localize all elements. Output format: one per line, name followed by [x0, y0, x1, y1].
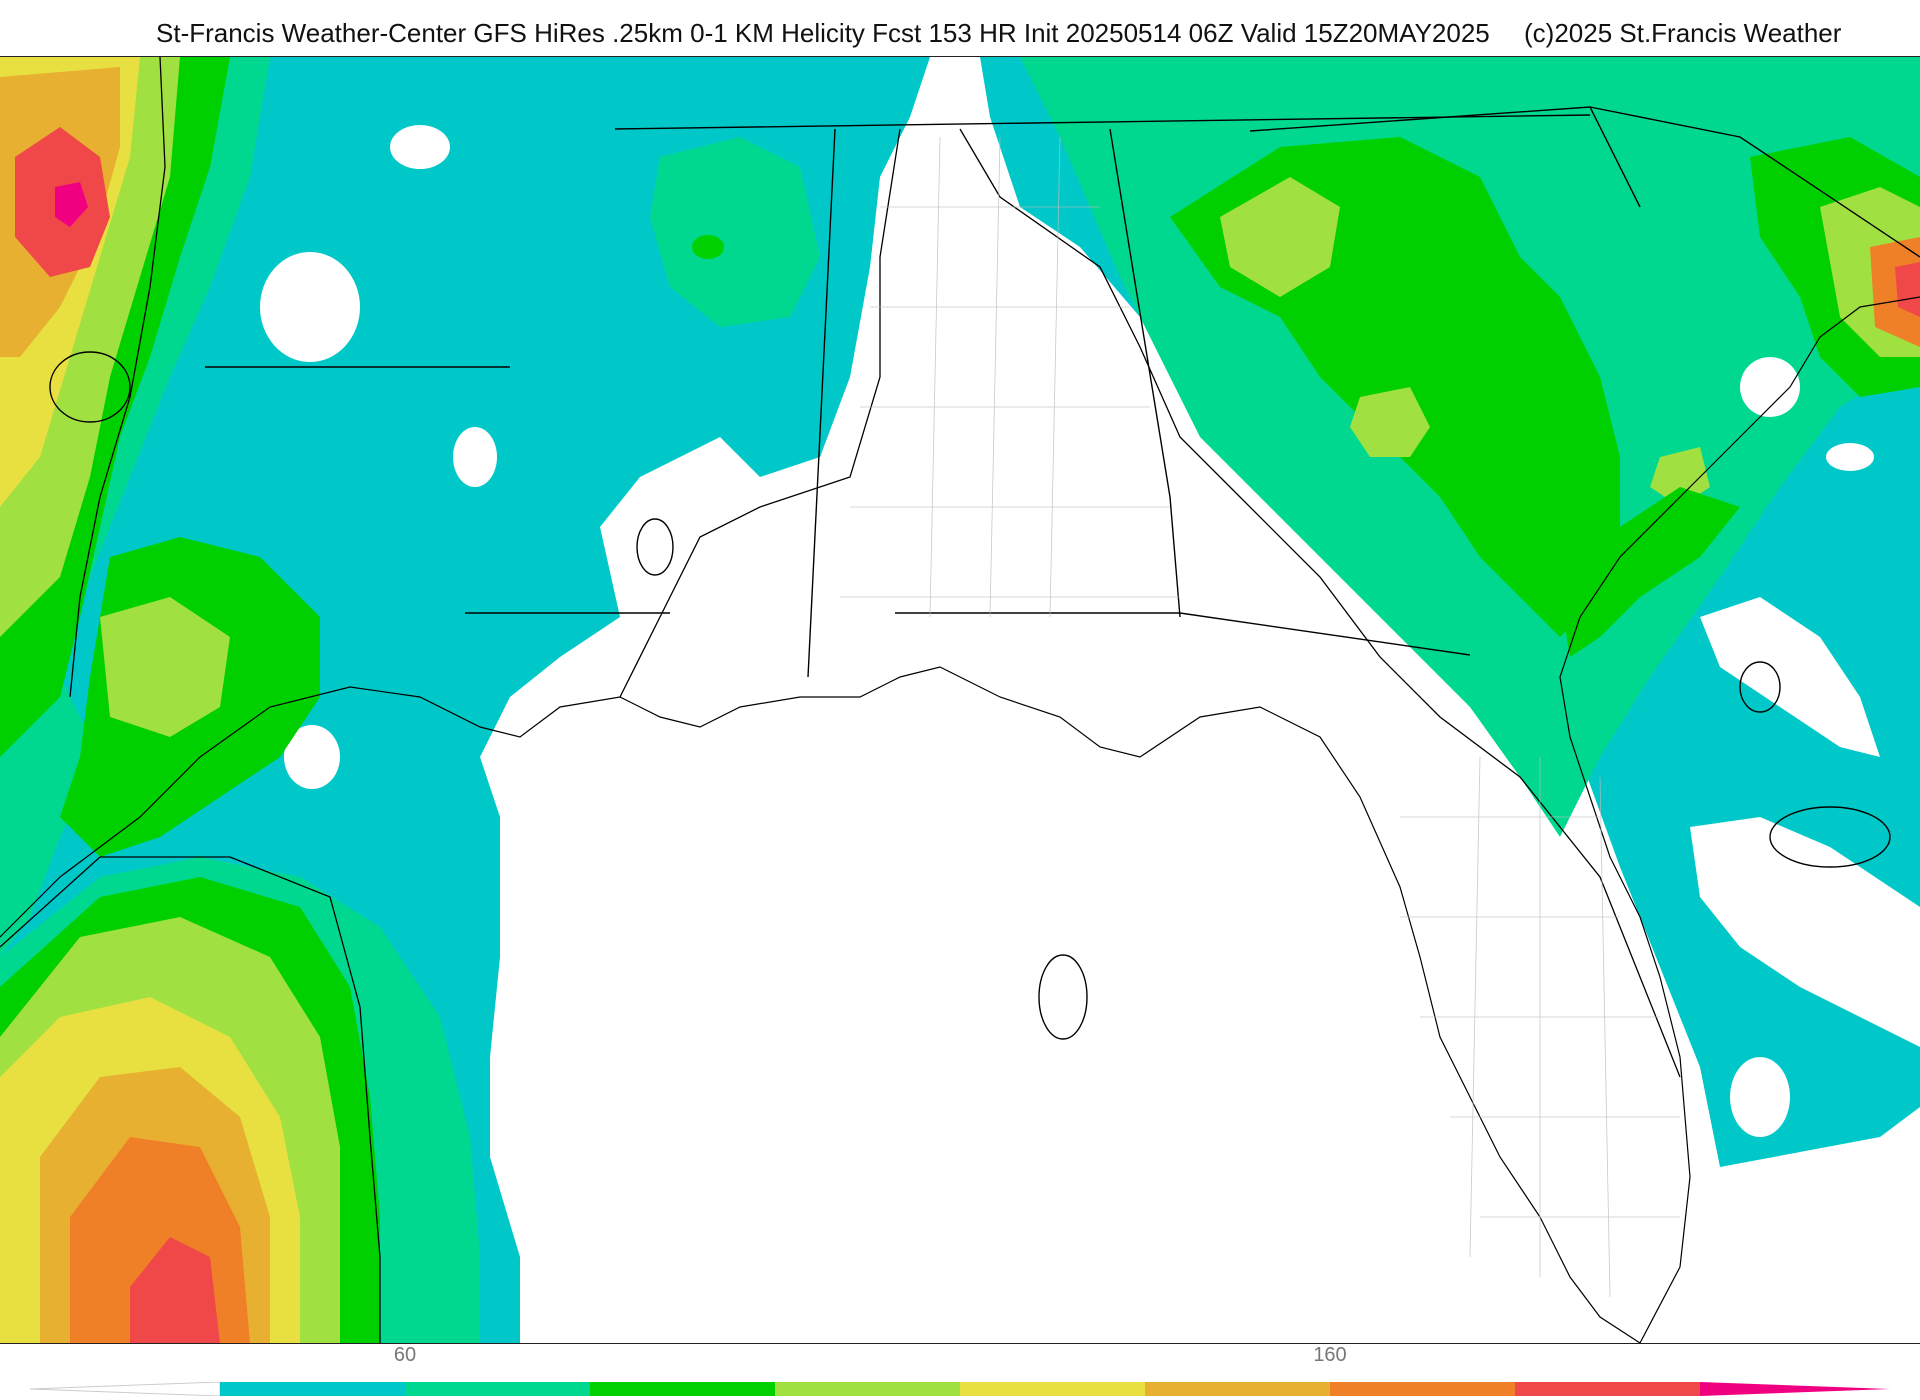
gulf-coastline — [0, 666, 1641, 1343]
helicity-fill — [0, 57, 1920, 1343]
colorbar-tick-label: 160 — [1313, 1344, 1347, 1366]
fill-red-south — [130, 1237, 220, 1343]
map-canvas — [0, 57, 1920, 1343]
contour-loop-la — [636, 518, 674, 576]
hole-4 — [284, 725, 340, 789]
state-line-tn-south — [614, 114, 1591, 130]
hole-atlantic-3 — [1730, 1057, 1790, 1137]
colorbar-arrow-high — [1700, 1382, 1890, 1396]
colorbar-segment — [590, 1382, 775, 1396]
colorbar-segment — [1145, 1382, 1330, 1396]
hole-atlantic-1 — [1700, 597, 1880, 757]
fill-magenta-core — [55, 182, 88, 227]
fill-red-northeast — [1895, 262, 1920, 317]
fill-teal-green-central — [650, 137, 820, 327]
contour-loop-gulf — [1038, 954, 1088, 1040]
colorbar-segment — [405, 1382, 590, 1396]
fill-yellow-green-east-2 — [1350, 387, 1430, 457]
copyright-label: (c)2025 St.Francis Weather — [1524, 18, 1842, 48]
hole-6 — [1826, 443, 1874, 471]
hole-atlantic-2 — [1690, 817, 1920, 1047]
contour-loop-atlantic-2 — [1769, 806, 1891, 868]
contour-line-west — [69, 57, 166, 698]
hole-5 — [1740, 357, 1800, 417]
colorbar-segment — [775, 1382, 960, 1396]
state-line-al-ga — [1109, 128, 1181, 618]
map-title: St-Francis Weather-Center GFS HiRes .25k… — [156, 18, 1490, 48]
fill-yellow-green-east-1 — [1220, 177, 1340, 297]
contour-line-east — [959, 128, 1681, 1078]
hole-3 — [390, 125, 450, 169]
hole-1 — [260, 252, 360, 362]
hole-2 — [453, 427, 497, 487]
fill-yellow-green-tx — [100, 597, 230, 737]
atlantic-coastline — [1559, 296, 1920, 1343]
colorbar-segment — [220, 1382, 405, 1396]
colorbar-arrow-low — [30, 1382, 221, 1396]
state-line-nc-sc — [1589, 106, 1920, 258]
colorbar-segment — [1330, 1382, 1515, 1396]
chart-title-bar: St-Francis Weather-Center GFS HiRes .25k… — [0, 14, 1920, 54]
contour-line-central — [619, 128, 901, 698]
colorbar — [30, 1382, 1890, 1396]
contour-line-gulf — [0, 856, 381, 1343]
contour-loop-tx — [49, 351, 131, 423]
contour-loop-atlantic — [1739, 661, 1781, 713]
hole-atlantic-5 — [1730, 872, 1790, 942]
fill-green-sc-coast — [1560, 487, 1740, 657]
hole-atlantic-4 — [1585, 1067, 1645, 1137]
colorbar-segment — [960, 1382, 1145, 1396]
county-lines — [840, 136, 1680, 1298]
helicity-map[interactable] — [0, 56, 1920, 1344]
state-line-ms-al — [807, 128, 836, 678]
colorbar-legend: 60 160 — [0, 1344, 1920, 1400]
colorbar-tick-label: 60 — [393, 1344, 417, 1366]
colorbar-segment — [1515, 1382, 1700, 1396]
boundaries — [0, 57, 1920, 1343]
fill-green-central — [692, 235, 724, 259]
